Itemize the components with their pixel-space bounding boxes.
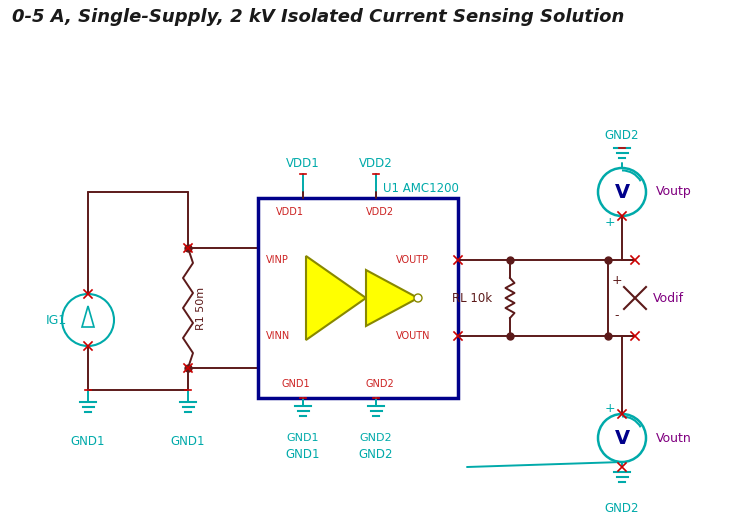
- Text: R1 50m: R1 50m: [196, 286, 206, 330]
- Text: V: V: [615, 428, 630, 448]
- Text: VDD1: VDD1: [276, 207, 304, 217]
- Polygon shape: [306, 256, 366, 340]
- Text: GND1: GND1: [286, 448, 320, 461]
- Text: V: V: [615, 183, 630, 202]
- Text: VDD2: VDD2: [359, 157, 393, 170]
- Text: +: +: [604, 215, 615, 229]
- Text: Vodif: Vodif: [653, 291, 684, 305]
- Text: GND2: GND2: [359, 433, 393, 443]
- Text: +: +: [604, 402, 615, 415]
- Text: VDD1: VDD1: [286, 157, 320, 170]
- Text: GND1: GND1: [71, 435, 106, 448]
- Text: Voutn: Voutn: [656, 432, 692, 444]
- Text: GND2: GND2: [365, 379, 394, 389]
- Circle shape: [598, 414, 646, 462]
- Text: IG1: IG1: [46, 314, 67, 326]
- Text: VDD2: VDD2: [366, 207, 394, 217]
- Text: Voutp: Voutp: [656, 186, 692, 198]
- Text: GND1: GND1: [282, 379, 310, 389]
- Text: GND2: GND2: [604, 502, 639, 515]
- Text: U1 AMC1200: U1 AMC1200: [383, 181, 459, 195]
- Circle shape: [414, 294, 422, 302]
- Text: +: +: [612, 273, 622, 287]
- Text: VOUTN: VOUTN: [396, 331, 430, 341]
- Bar: [258, 198, 458, 398]
- Circle shape: [62, 294, 114, 346]
- Text: VINP: VINP: [266, 255, 289, 265]
- Text: RL 10k: RL 10k: [452, 291, 492, 305]
- Text: GND2: GND2: [604, 129, 639, 142]
- Text: GND1: GND1: [287, 433, 320, 443]
- Text: 0-5 A, Single-Supply, 2 kV Isolated Current Sensing Solution: 0-5 A, Single-Supply, 2 kV Isolated Curr…: [12, 8, 624, 26]
- Text: VOUTP: VOUTP: [396, 255, 429, 265]
- Text: -: -: [615, 309, 619, 323]
- Polygon shape: [366, 270, 418, 326]
- Text: GND1: GND1: [170, 435, 205, 448]
- Text: GND2: GND2: [359, 448, 393, 461]
- Text: VINN: VINN: [266, 331, 290, 341]
- Circle shape: [598, 168, 646, 216]
